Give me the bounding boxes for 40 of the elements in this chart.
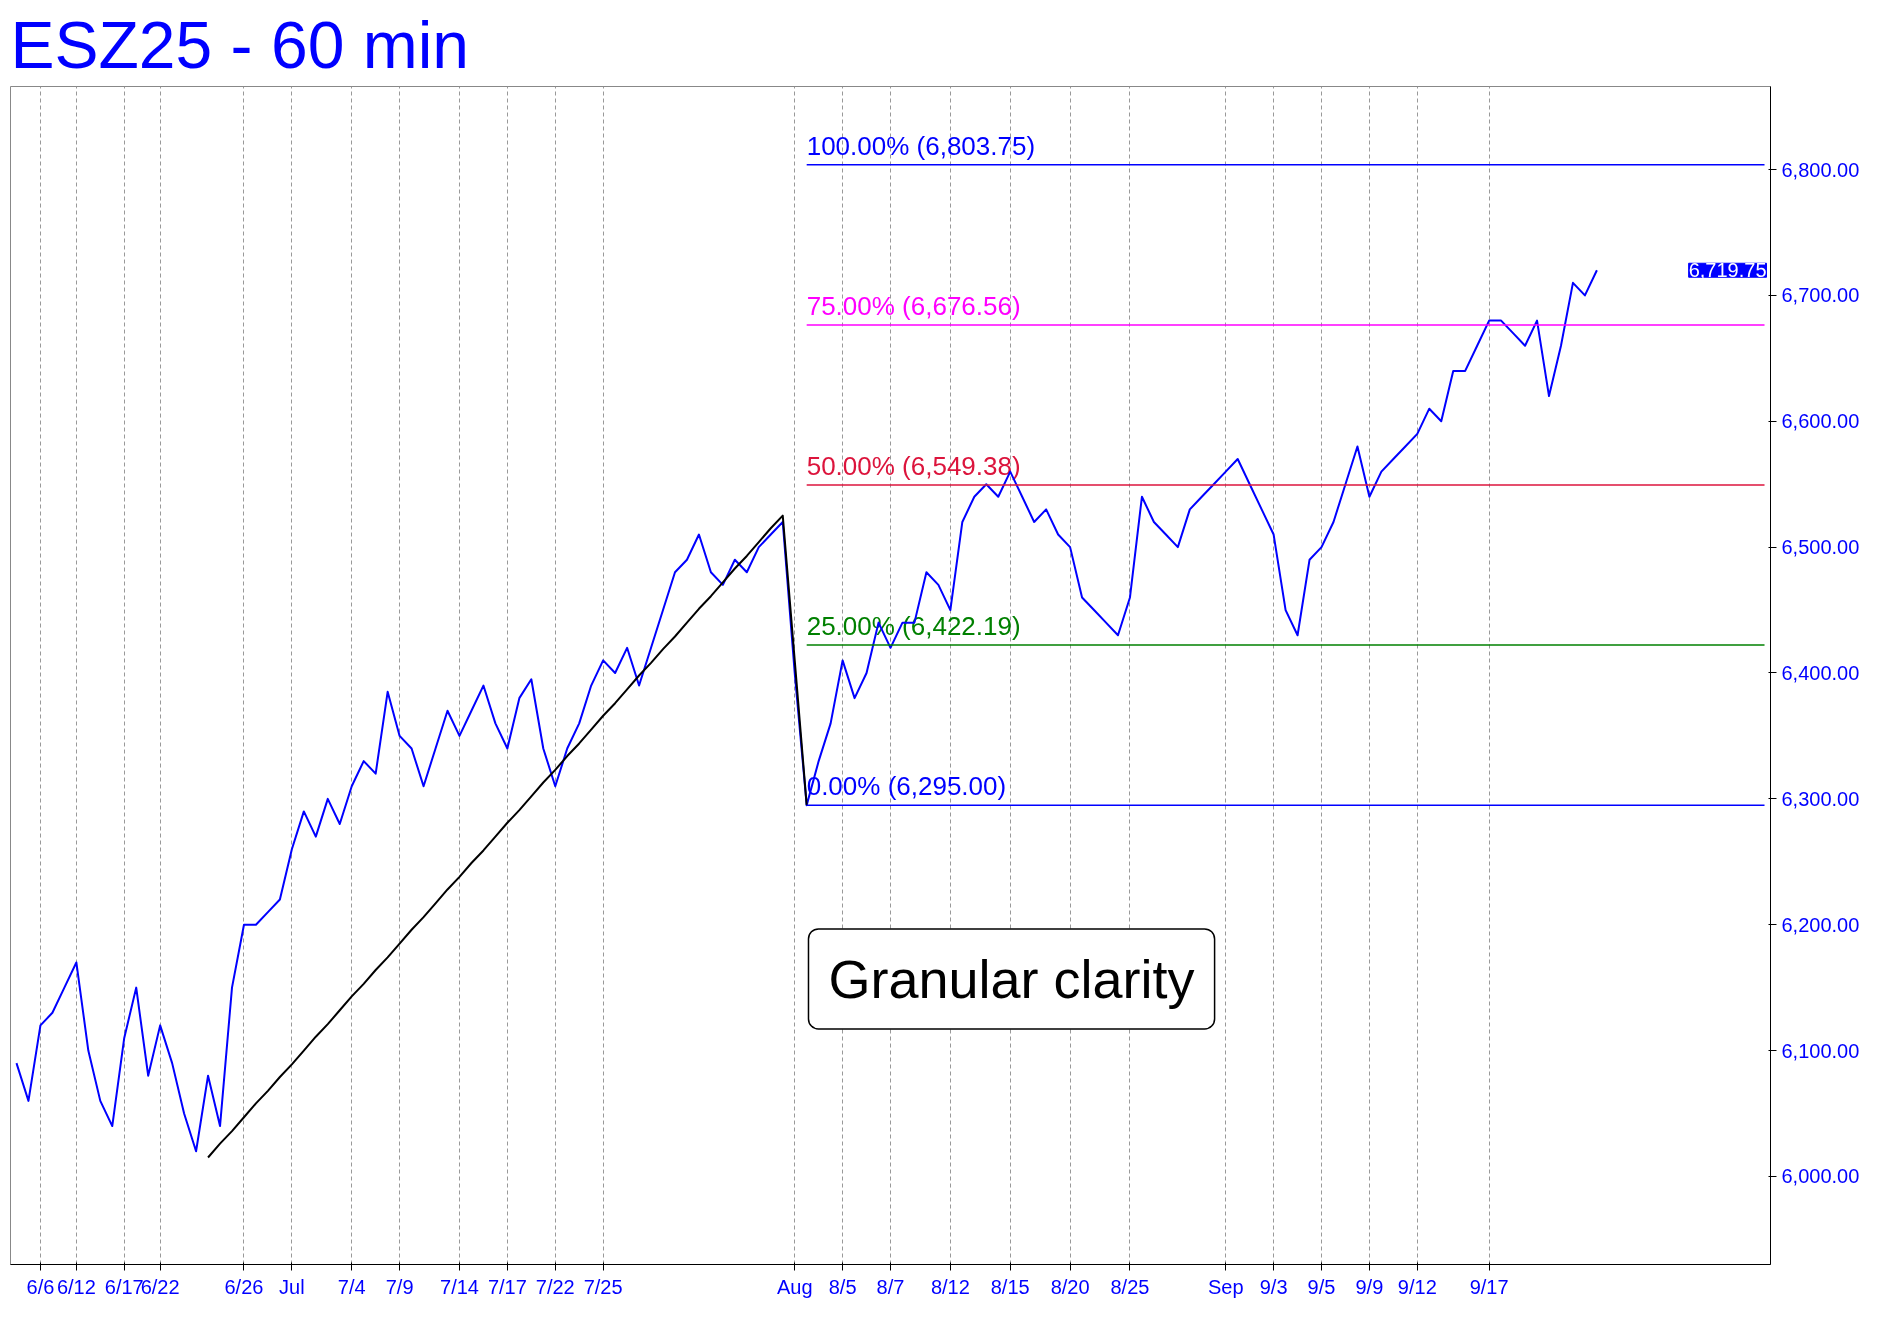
y-tick-label: 6,600.00 [1781,410,1860,433]
y-tick-label: 6,800.00 [1781,158,1860,181]
x-tick-label: 7/22 [535,1275,575,1298]
x-tick-label: 6/26 [224,1275,264,1298]
x-tick-label: 9/17 [1469,1275,1509,1298]
x-tick-label: 7/14 [440,1275,479,1298]
x-tick-label: 9/9 [1355,1275,1384,1298]
x-tick-label: 9/3 [1259,1275,1288,1298]
x-tick-label: 8/25 [1110,1275,1150,1298]
series-label: 100.00% (6,803.75) [806,130,1036,161]
line-series [207,514,808,1159]
x-tick-label: Jul [279,1275,305,1298]
y-tick-label: 6,000.00 [1781,1165,1860,1188]
x-tick-label: 6/12 [56,1275,96,1298]
series-label: 75.00% (6,676.56) [806,290,1021,321]
x-tick-label: 6/6 [26,1275,55,1298]
x-tick-label: 7/17 [487,1275,527,1298]
x-tick-label: Sep [1207,1275,1244,1298]
x-tick-label: 7/9 [385,1275,414,1298]
x-tick-label: 8/7 [876,1275,905,1298]
x-tick-label: 7/25 [583,1275,623,1298]
series-label: 25.00% (6,422.19) [806,611,1021,642]
y-tick-label: 6,300.00 [1781,787,1860,810]
y-tick-label: 6,100.00 [1781,1039,1860,1062]
x-tick-label: 8/15 [990,1275,1030,1298]
x-tick-label: 8/20 [1050,1275,1090,1298]
x-tick-label: 8/5 [828,1275,857,1298]
annotation: 6,719.75 [1688,259,1767,282]
chart-title: ESZ25 - 60 min [10,7,470,82]
y-tick-label: 6,700.00 [1781,284,1860,307]
x-tick-label: Aug [776,1275,813,1298]
x-tick-label: 9/5 [1307,1275,1336,1298]
series-label: 50.00% (6,549.38) [806,450,1021,481]
y-tick-label: 6,200.00 [1781,913,1860,936]
x-tick-label: 8/12 [930,1275,970,1298]
x-tick-label: 9/12 [1397,1275,1437,1298]
annotation: Granular clarity [828,948,1195,1009]
y-tick-label: 6,400.00 [1781,661,1860,684]
y-tick-label: 6,500.00 [1781,536,1860,559]
x-tick-label: 7/4 [337,1275,366,1298]
